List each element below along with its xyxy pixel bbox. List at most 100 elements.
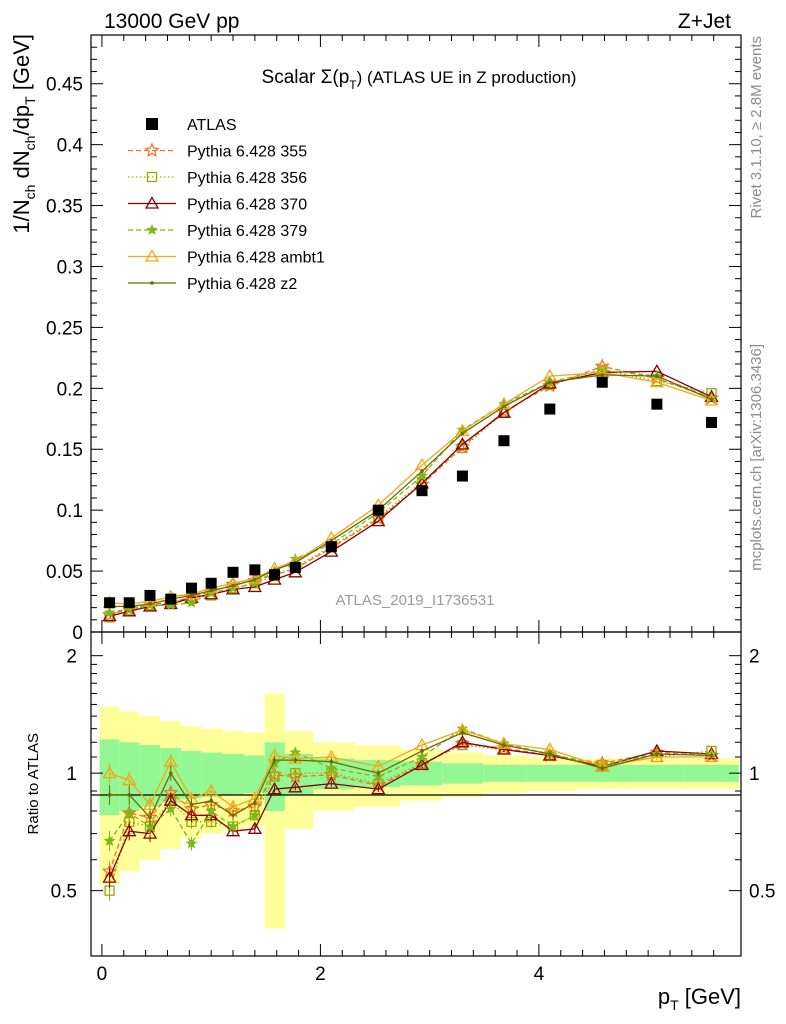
- top-y-tick-label: 0.05: [46, 562, 83, 583]
- ratio-point-3: [103, 834, 116, 846]
- ratio-point-5: [189, 802, 194, 807]
- ratio-point-5: [253, 800, 257, 805]
- ratio-band-stat: [201, 752, 223, 797]
- ratio-point-5: [502, 743, 506, 747]
- ratio-point-5: [548, 752, 552, 756]
- series-point-5: [148, 602, 152, 606]
- series-point-5: [460, 431, 465, 436]
- legend-label-5: Pythia 6.428 z2: [187, 276, 297, 293]
- series-point-3: [185, 596, 198, 608]
- series-point-4: [455, 423, 470, 437]
- ratio-series-group: [101, 722, 720, 901]
- atlas-data-point: [165, 593, 177, 605]
- legend-marker-2: [144, 196, 160, 209]
- series-point-5: [600, 373, 605, 377]
- top-y-tick-label: 0.35: [46, 197, 83, 218]
- ratio-point-2: [267, 781, 282, 795]
- ratio-y-tick-label: 2: [66, 647, 77, 668]
- legend-label-1: Pythia 6.428 356: [187, 170, 307, 187]
- legend-marker-5: [150, 281, 154, 285]
- ratio-point-3: [185, 837, 198, 849]
- top-y-tick-label: 0.4: [57, 136, 84, 157]
- series-line-0: [109, 365, 712, 616]
- atlas-data-point: [269, 569, 281, 581]
- plot-title: Scalar Σ(pT) (ATLAS UE in Z production): [262, 67, 577, 92]
- top-y-tick-label: 0.45: [46, 75, 83, 96]
- ratio-point-5: [293, 758, 298, 762]
- series-line-2: [109, 370, 712, 617]
- ratio-point-4: [704, 749, 719, 763]
- series-point-4: [225, 575, 241, 589]
- ratio-panel-frame: [90, 631, 742, 957]
- ratio-point-4: [496, 736, 512, 749]
- ratio-point-2: [455, 734, 470, 748]
- series-point-5: [655, 374, 659, 378]
- series-point-2: [122, 603, 137, 617]
- x-axis-label-end: [GeV]: [679, 984, 741, 1009]
- ratio-point-2: [414, 757, 430, 771]
- ratio-point-3: [123, 807, 135, 819]
- ratio-band-stat: [576, 764, 630, 782]
- ratio-point-2: [247, 821, 262, 834]
- series-point-4: [496, 396, 512, 410]
- ratio-point-5: [420, 749, 424, 753]
- legend-atlas-label: ATLAS: [187, 117, 237, 134]
- ratio-point-4: [122, 772, 137, 786]
- legend-marker-1: [146, 171, 158, 183]
- legend-marker-0: [144, 142, 160, 158]
- ratio-point-2: [324, 776, 339, 789]
- ratio-point-5: [127, 793, 132, 797]
- ratio-band-stat: [400, 761, 443, 786]
- top-y-tick-label: 0.2: [57, 379, 83, 400]
- ratio-point-3: [227, 820, 239, 832]
- ratio-point-5: [376, 771, 381, 775]
- ratio-point-4: [102, 765, 117, 779]
- ratio-point-5: [231, 813, 235, 818]
- series-point-5: [253, 577, 257, 582]
- atlas-data-point: [104, 597, 116, 609]
- atlas-data-point: [205, 577, 217, 589]
- ratio-point-5: [655, 752, 659, 756]
- series-point-4: [649, 374, 665, 388]
- ratio-point-5: [107, 793, 112, 797]
- series-point-2: [455, 437, 470, 450]
- legend-label-0: Pythia 6.428 355: [187, 144, 307, 161]
- ratio-y-tick-label-right: 2: [749, 647, 760, 668]
- ratio-band-stat: [526, 764, 577, 782]
- atlas-data-point: [227, 566, 239, 578]
- x-tick-label: 2: [315, 964, 326, 985]
- ratio-band-stat: [684, 764, 739, 782]
- atlas-data-point: [372, 504, 384, 516]
- ratio-y-tick-label: 0.5: [51, 882, 77, 903]
- ratio-point-5: [600, 766, 605, 770]
- header-left: 13000 GeV pp: [104, 10, 239, 33]
- x-axis-label-sub: T: [670, 997, 679, 1013]
- ratio-point-2: [371, 781, 386, 795]
- ratio-band-stat: [442, 763, 484, 784]
- legend-marker-3: [146, 223, 158, 235]
- axes: 0 0.05 0.1 0.15 0.2 0.25 0.3 0.35 0.4 0.45 0 2 4 0.5 0…: [46, 35, 775, 985]
- legend-label-4: Pythia 6.428 ambt1: [187, 250, 325, 267]
- atlas-data-point: [325, 541, 337, 553]
- series-point-4: [704, 393, 719, 406]
- ratio-point-5: [709, 753, 714, 758]
- series-point-5: [189, 593, 194, 598]
- atlas-data-point: [596, 376, 608, 388]
- ratio-band-stat: [243, 755, 265, 793]
- ratio-band-stat: [222, 753, 244, 795]
- ratio-point-3: [144, 820, 156, 832]
- ratio-point-3: [249, 809, 261, 821]
- ratio-point-4: [649, 749, 665, 763]
- series-point-5: [548, 380, 552, 385]
- side-text-bottom: mcplots.cern.ch [arXiv:1306.3436]: [748, 344, 765, 571]
- top-y-tick-label: 0.3: [57, 257, 83, 278]
- ratio-point-3: [205, 804, 217, 816]
- ratio-point-5: [148, 815, 152, 820]
- top-y-tick-label: 0.1: [57, 501, 83, 522]
- series-point-5: [502, 404, 506, 409]
- top-y-tick-label: 0.25: [46, 318, 83, 339]
- ratio-point-2: [184, 807, 199, 821]
- series-line-3: [109, 369, 712, 614]
- atlas-data-point: [249, 564, 261, 576]
